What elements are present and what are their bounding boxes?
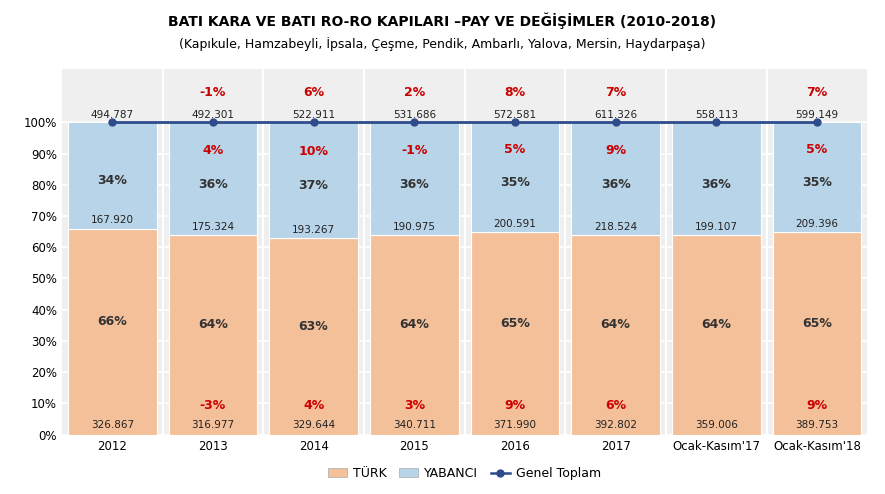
Bar [773, 232, 861, 435]
Text: 66%: 66% [97, 315, 127, 328]
Text: 35%: 35% [500, 176, 530, 189]
Bar [572, 235, 660, 435]
Text: 4%: 4% [203, 144, 224, 157]
Bar [169, 123, 258, 235]
Text: 218.524: 218.524 [594, 222, 637, 232]
Bar [68, 229, 157, 435]
Legend: TÜRK, YABANCI, Genel Toplam: TÜRK, YABANCI, Genel Toplam [323, 462, 606, 485]
Text: 34%: 34% [97, 174, 127, 187]
Text: 3%: 3% [404, 399, 425, 412]
Text: BATI KARA VE BATI RO-RO KAPILARI –PAY VE DEĞİŞİMLER (2010-2018): BATI KARA VE BATI RO-RO KAPILARI –PAY VE… [168, 12, 717, 29]
Text: 167.920: 167.920 [91, 215, 134, 225]
Bar [169, 235, 258, 435]
Text: 4%: 4% [303, 399, 324, 412]
Text: 316.977: 316.977 [191, 420, 235, 430]
Text: 65%: 65% [500, 317, 530, 329]
Bar [471, 123, 559, 232]
Text: 326.867: 326.867 [91, 420, 134, 430]
Text: -1%: -1% [401, 144, 427, 157]
Bar [672, 235, 760, 435]
Text: 611.326: 611.326 [594, 110, 637, 120]
Text: 63%: 63% [299, 320, 328, 333]
Text: 9%: 9% [605, 144, 627, 157]
Text: 5%: 5% [806, 143, 827, 156]
Text: 36%: 36% [198, 178, 227, 191]
Text: 9%: 9% [504, 399, 526, 412]
Text: 599.149: 599.149 [796, 110, 838, 120]
Text: 389.753: 389.753 [796, 420, 838, 430]
Text: 175.324: 175.324 [191, 222, 235, 232]
Text: 36%: 36% [399, 178, 429, 191]
Text: 35%: 35% [802, 176, 832, 189]
Text: 36%: 36% [702, 178, 731, 191]
Text: 359.006: 359.006 [695, 420, 738, 430]
Text: 392.802: 392.802 [594, 420, 637, 430]
Text: (Kapıkule, Hamzabeyli, İpsala, Çeşme, Pendik, Ambarlı, Yalova, Mersin, Haydarpaş: (Kapıkule, Hamzabeyli, İpsala, Çeşme, Pe… [180, 37, 705, 51]
Text: 572.581: 572.581 [494, 110, 536, 120]
Text: 65%: 65% [802, 317, 832, 329]
Text: 5%: 5% [504, 143, 526, 156]
Text: 64%: 64% [601, 318, 631, 331]
Text: 209.396: 209.396 [796, 218, 838, 229]
Text: 2%: 2% [404, 86, 425, 99]
Text: 494.787: 494.787 [91, 110, 134, 120]
Bar [269, 238, 358, 435]
Text: 558.113: 558.113 [695, 110, 738, 120]
Text: 6%: 6% [605, 399, 627, 412]
Bar [773, 123, 861, 232]
Text: 64%: 64% [399, 318, 429, 331]
Text: 9%: 9% [806, 399, 827, 412]
Text: 64%: 64% [701, 318, 731, 331]
Text: 371.990: 371.990 [494, 420, 536, 430]
Text: 7%: 7% [605, 86, 627, 99]
Text: 8%: 8% [504, 86, 526, 99]
Text: 193.267: 193.267 [292, 225, 335, 235]
Text: 340.711: 340.711 [393, 420, 435, 430]
Text: 10%: 10% [298, 145, 328, 158]
Text: 64%: 64% [198, 318, 228, 331]
Text: 36%: 36% [601, 178, 630, 191]
Bar [269, 123, 358, 238]
Text: 522.911: 522.911 [292, 110, 335, 120]
Text: 190.975: 190.975 [393, 222, 435, 232]
Text: 492.301: 492.301 [191, 110, 235, 120]
Text: -1%: -1% [200, 86, 227, 99]
Bar [572, 123, 660, 235]
Bar [672, 123, 760, 235]
Text: -3%: -3% [200, 399, 226, 412]
Bar [68, 123, 157, 229]
Text: 7%: 7% [806, 86, 827, 99]
Text: 329.644: 329.644 [292, 420, 335, 430]
Text: 199.107: 199.107 [695, 222, 738, 232]
Text: 531.686: 531.686 [393, 110, 435, 120]
Bar [370, 235, 458, 435]
Bar [370, 123, 458, 235]
Bar [471, 232, 559, 435]
Text: 37%: 37% [298, 179, 328, 192]
Text: 6%: 6% [303, 86, 324, 99]
Text: 200.591: 200.591 [494, 218, 536, 229]
